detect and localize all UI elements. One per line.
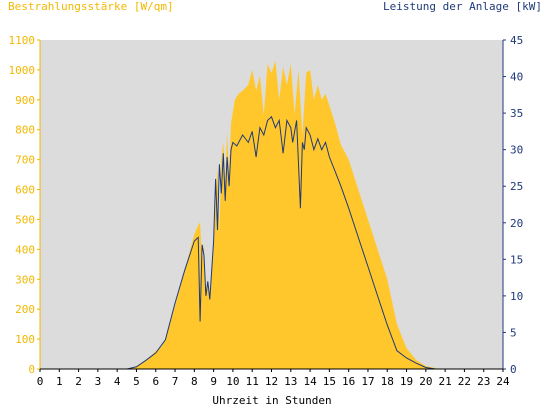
left-tick-label: 700	[15, 154, 35, 167]
x-tick-label: 20	[419, 375, 432, 388]
x-tick-label: 17	[361, 375, 374, 388]
x-tick-label: 0	[37, 375, 44, 388]
x-tick-label: 11	[246, 375, 259, 388]
x-tick-label: 14	[303, 375, 317, 388]
x-tick-label: 10	[226, 375, 239, 388]
left-tick-label: 1100	[9, 34, 36, 47]
x-tick-label: 6	[152, 375, 159, 388]
x-tick-label: 7	[172, 375, 179, 388]
right-axis-title: Leistung der Anlage [kW]	[383, 0, 542, 13]
right-tick-label: 40	[510, 71, 523, 84]
x-tick-label: 19	[400, 375, 413, 388]
left-tick-label: 600	[15, 184, 35, 197]
x-tick-label: 9	[210, 375, 217, 388]
right-tick-label: 30	[510, 144, 523, 157]
right-tick-label: 10	[510, 290, 523, 303]
right-tick-label: 45	[510, 34, 523, 47]
right-tick-label: 25	[510, 180, 523, 193]
x-tick-label: 1	[56, 375, 63, 388]
x-tick-label: 13	[284, 375, 297, 388]
x-tick-label: 23	[477, 375, 490, 388]
x-axis-title: Uhrzeit in Stunden	[212, 394, 332, 407]
left-tick-label: 0	[28, 363, 35, 376]
left-tick-label: 100	[15, 333, 35, 346]
irradiance-area	[40, 60, 503, 370]
right-tick-label: 20	[510, 217, 523, 230]
x-tick-label: 22	[458, 375, 471, 388]
left-tick-label: 200	[15, 303, 35, 316]
x-tick-label: 16	[342, 375, 355, 388]
left-tick-label: 800	[15, 124, 35, 137]
right-tick-label: 15	[510, 253, 523, 266]
x-tick-label: 21	[439, 375, 452, 388]
x-tick-label: 5	[133, 375, 140, 388]
left-tick-label: 900	[15, 94, 35, 107]
left-tick-label: 500	[15, 213, 35, 226]
right-tick-label: 35	[510, 107, 523, 120]
right-tick-label: 5	[510, 326, 517, 339]
x-tick-label: 4	[114, 375, 121, 388]
x-tick-label: 8	[191, 375, 198, 388]
x-tick-label: 12	[265, 375, 278, 388]
x-tick-label: 3	[95, 375, 102, 388]
left-tick-label: 300	[15, 273, 35, 286]
right-tick-label: 0	[510, 363, 517, 376]
x-tick-label: 24	[496, 375, 510, 388]
left-tick-label: 400	[15, 243, 35, 256]
left-tick-label: 1000	[9, 64, 36, 77]
left-axis-title: Bestrahlungsstärke [W/qm]	[8, 0, 174, 13]
power-line	[40, 115, 503, 370]
x-tick-label: 2	[75, 375, 82, 388]
x-tick-label: 18	[381, 375, 394, 388]
x-tick-label: 15	[323, 375, 336, 388]
